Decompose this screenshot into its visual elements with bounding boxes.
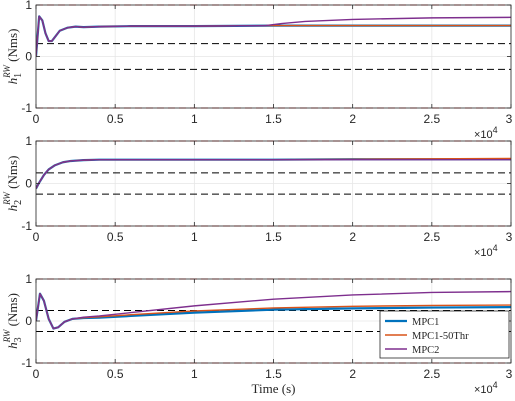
y-tick-label: -1: [21, 219, 32, 233]
legend-label: MPC1: [412, 317, 439, 328]
x-tick-label: 2.5: [423, 367, 440, 381]
series-group: [36, 157, 511, 190]
x-tick-label: 1.5: [265, 367, 282, 381]
y-tick-label: 1: [25, 134, 32, 148]
x-tick-label: 3: [506, 230, 513, 244]
x-tick-label: 1: [191, 112, 198, 126]
y-label-sup: RW: [2, 64, 12, 79]
x-exponent-label: ×104: [474, 125, 498, 141]
y-label-sup: RW: [2, 328, 12, 343]
x-tick-label: 0: [33, 230, 40, 244]
x-axis-label: Time (s): [252, 381, 296, 396]
y-label-main: h: [5, 78, 20, 85]
series-line-mpc2: [36, 15, 511, 57]
x-tick-label: 1.5: [265, 230, 282, 244]
x-tick-label: 0.5: [107, 112, 124, 126]
series-line-mpc2: [36, 159, 511, 189]
legend: MPC1 MPC1-50Thr MPC2: [379, 310, 510, 359]
y-axis-label: h2RW (Nms): [2, 156, 24, 212]
legend-label: MPC2: [412, 345, 439, 356]
y-tick-label: 0: [25, 314, 32, 328]
x-exponent-power: 4: [493, 243, 498, 253]
x-exponent-base: ×10: [474, 247, 493, 259]
series-group: [36, 15, 511, 57]
legend-label: MPC1-50Thr: [412, 331, 469, 342]
x-tick-label: 1.5: [265, 112, 282, 126]
y-tick-label: 0: [25, 177, 32, 191]
series-line-mpc2: [36, 290, 511, 330]
x-tick-label: 2.5: [423, 112, 440, 126]
x-tick-label: 0.5: [107, 367, 124, 381]
y-tick-label: 1: [25, 272, 32, 286]
y-tick-label: 0: [25, 50, 32, 64]
x-tick-label: 0: [33, 367, 40, 381]
x-tick-label: 2.5: [423, 230, 440, 244]
x-exponent-base: ×10: [474, 129, 493, 141]
x-tick-label: 3: [506, 112, 513, 126]
y-label-main: h: [5, 205, 20, 212]
x-tick-label: 2: [349, 112, 356, 126]
x-tick-label: 0.5: [107, 230, 124, 244]
y-tick-label: -1: [21, 101, 32, 115]
x-exponent-base: ×10: [474, 384, 493, 396]
x-exponent-label: ×104: [474, 243, 498, 259]
x-exponent-label: ×104: [474, 380, 498, 396]
y-label-unit: (Nms): [5, 293, 20, 329]
y-label-sub: 2: [13, 200, 24, 205]
y-axis-label: h1RW (Nms): [2, 29, 24, 85]
y-label-sub: 1: [13, 73, 24, 78]
x-tick-label: 3: [506, 367, 513, 381]
y-label-unit: (Nms): [5, 156, 20, 192]
x-tick-label: 1: [191, 230, 198, 244]
x-tick-label: 2: [349, 367, 356, 381]
x-tick-label: 0: [33, 112, 40, 126]
x-exponent-power: 4: [493, 380, 498, 390]
y-tick-label: 1: [25, 0, 32, 12]
x-exponent-power: 4: [493, 125, 498, 135]
series-group: [36, 290, 511, 330]
x-tick-label: 1: [191, 367, 198, 381]
y-tick-label: -1: [21, 356, 32, 370]
y-label-unit: (Nms): [5, 29, 20, 65]
y-axis-label: h3RW (Nms): [2, 293, 24, 349]
x-tick-label: 2: [349, 230, 356, 244]
y-label-sup: RW: [2, 191, 12, 206]
y-label-main: h: [5, 342, 20, 349]
y-label-sub: 3: [13, 337, 24, 342]
